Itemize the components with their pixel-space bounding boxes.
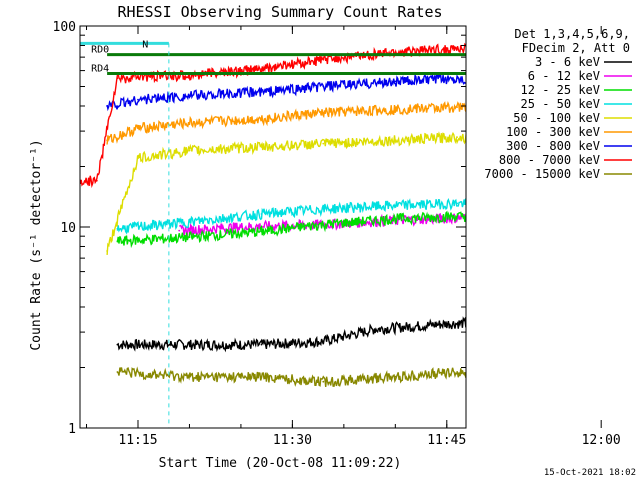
- data-point: [116, 77, 119, 80]
- data-point: [456, 106, 458, 108]
- legend-entry-label: 7000 - 15000 keV: [484, 167, 600, 181]
- data-point: [456, 136, 458, 139]
- data-point: [260, 118, 263, 120]
- chart-title: RHESSI Observing Summary Count Rates: [117, 3, 442, 21]
- data-point: [260, 91, 263, 93]
- series-line: [116, 366, 466, 387]
- data-point: [322, 58, 325, 61]
- legend-entry-label: 800 - 7000 keV: [499, 153, 600, 167]
- data-point: [188, 221, 191, 223]
- data-point: [116, 343, 119, 346]
- y-tick-label: 10: [60, 221, 76, 236]
- data-point: [373, 328, 376, 331]
- data-point: [178, 229, 181, 232]
- data-point: [260, 230, 263, 233]
- annotation-label: N: [142, 39, 148, 50]
- data-point: [322, 111, 325, 114]
- data-point: [106, 139, 108, 142]
- series-line: [116, 316, 466, 353]
- data-point: [188, 236, 191, 239]
- axis-layer: 11:1511:3011:4512:0012:1512:3012:4511010…: [53, 20, 621, 448]
- annotation-layer: N: [80, 39, 466, 428]
- data-point: [188, 94, 191, 97]
- legend-entry-label: 25 - 50 keV: [521, 97, 600, 111]
- series-line: [116, 210, 466, 249]
- annotation-label: RD4: [91, 64, 109, 75]
- data-point: [456, 77, 458, 80]
- data-point: [456, 215, 458, 218]
- data-point: [240, 226, 242, 228]
- legend-entry-label: 6 - 12 keV: [528, 69, 600, 83]
- data-point: [322, 208, 325, 210]
- x-tick-label: 11:45: [427, 433, 466, 448]
- data-point: [137, 127, 139, 130]
- legend-header-line: Det 1,3,4,5,6,9,: [514, 27, 630, 41]
- series-line: [106, 131, 466, 255]
- y-axis-label: Count Rate (s⁻¹ detector⁻¹): [29, 139, 44, 350]
- data-point: [456, 202, 458, 205]
- data-point: [137, 157, 139, 160]
- x-tick-label: 12:00: [582, 433, 621, 448]
- data-point: [260, 213, 263, 215]
- data-point: [188, 121, 191, 124]
- legend-header-line: FDecim 2, Att 0: [522, 41, 630, 55]
- data-point: [445, 322, 448, 325]
- data-point: [260, 146, 263, 148]
- data-point: [322, 85, 325, 88]
- data-point: [394, 80, 397, 83]
- data-point: [188, 375, 191, 378]
- series-3-6-kev: [116, 316, 466, 353]
- series-line: [106, 101, 466, 145]
- legend-entry-label: 50 - 100 keV: [513, 111, 600, 125]
- y-tick-label: 100: [53, 20, 76, 35]
- data-point: [456, 371, 458, 373]
- data-point: [116, 227, 119, 230]
- data-point: [188, 149, 191, 152]
- data-point: [95, 179, 98, 182]
- data-point: [137, 98, 139, 101]
- timestamp: 15-Oct-2021 18:02: [544, 468, 636, 478]
- data-point: [260, 375, 263, 378]
- data-point: [260, 343, 263, 346]
- x-tick-label: 11:30: [273, 433, 312, 448]
- legend-entry-label: 12 - 25 keV: [521, 83, 600, 97]
- data-point: [116, 240, 119, 243]
- data-point: [322, 142, 325, 145]
- series-25-50-kev: [116, 197, 466, 235]
- data-point: [322, 223, 325, 226]
- data-point: [394, 375, 397, 378]
- series-7000-15000-kev: [116, 366, 466, 387]
- data-point: [260, 68, 263, 70]
- series-300-800-kev: [106, 72, 466, 112]
- data-point: [106, 105, 108, 107]
- legend-entry-label: 100 - 300 keV: [506, 125, 600, 139]
- data-point: [116, 371, 119, 373]
- data-point: [456, 47, 458, 50]
- data-point: [157, 343, 160, 346]
- legend-entry-label: 300 - 800 keV: [506, 139, 600, 153]
- legend-entry-label: 3 - 6 keV: [535, 55, 600, 69]
- data-point: [394, 108, 397, 111]
- series-100-300-kev: [106, 101, 466, 145]
- y-tick-label: 1: [68, 422, 76, 437]
- data-point: [394, 204, 397, 207]
- x-axis-label: Start Time (20-Oct-08 11:09:22): [159, 456, 402, 471]
- series-line: [116, 197, 466, 235]
- data-point: [322, 340, 325, 343]
- legend: Det 1,3,4,5,6,9,FDecim 2, Att 03 - 6 keV…: [484, 27, 632, 181]
- data-point: [394, 139, 397, 142]
- x-tick-label: 11:15: [118, 433, 157, 448]
- data-point: [394, 51, 397, 54]
- series-line: [106, 72, 466, 112]
- data-point: [394, 217, 397, 220]
- series-50-100-kev: [106, 131, 466, 255]
- data-point: [106, 250, 108, 252]
- series-12-25-kev: [116, 210, 466, 249]
- annotation-label: RD0: [91, 45, 109, 56]
- data-point: [322, 380, 325, 383]
